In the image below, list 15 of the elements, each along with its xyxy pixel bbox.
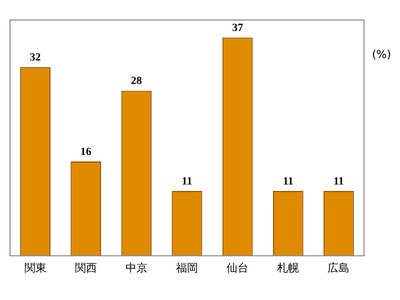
y-axis-title: (%) [372, 48, 392, 61]
x-tick-label: 関西 [74, 262, 97, 274]
data-label: 11 [282, 175, 294, 188]
x-tick-label: 中京 [125, 261, 148, 274]
x-tick-label: 関東 [24, 261, 46, 274]
data-label: 28 [130, 75, 142, 88]
x-tick-label: 広島 [328, 261, 350, 274]
data-label: 32 [30, 52, 42, 64]
data-label: 37 [232, 22, 244, 34]
data-label: 16 [80, 146, 92, 158]
x-tick-label: 福岡 [176, 261, 198, 274]
data-label: 11 [334, 175, 344, 188]
x-tick-label: 仙台 [226, 261, 249, 274]
data-label: 11 [182, 175, 192, 188]
x-tick-label: 札幌 [277, 261, 300, 274]
